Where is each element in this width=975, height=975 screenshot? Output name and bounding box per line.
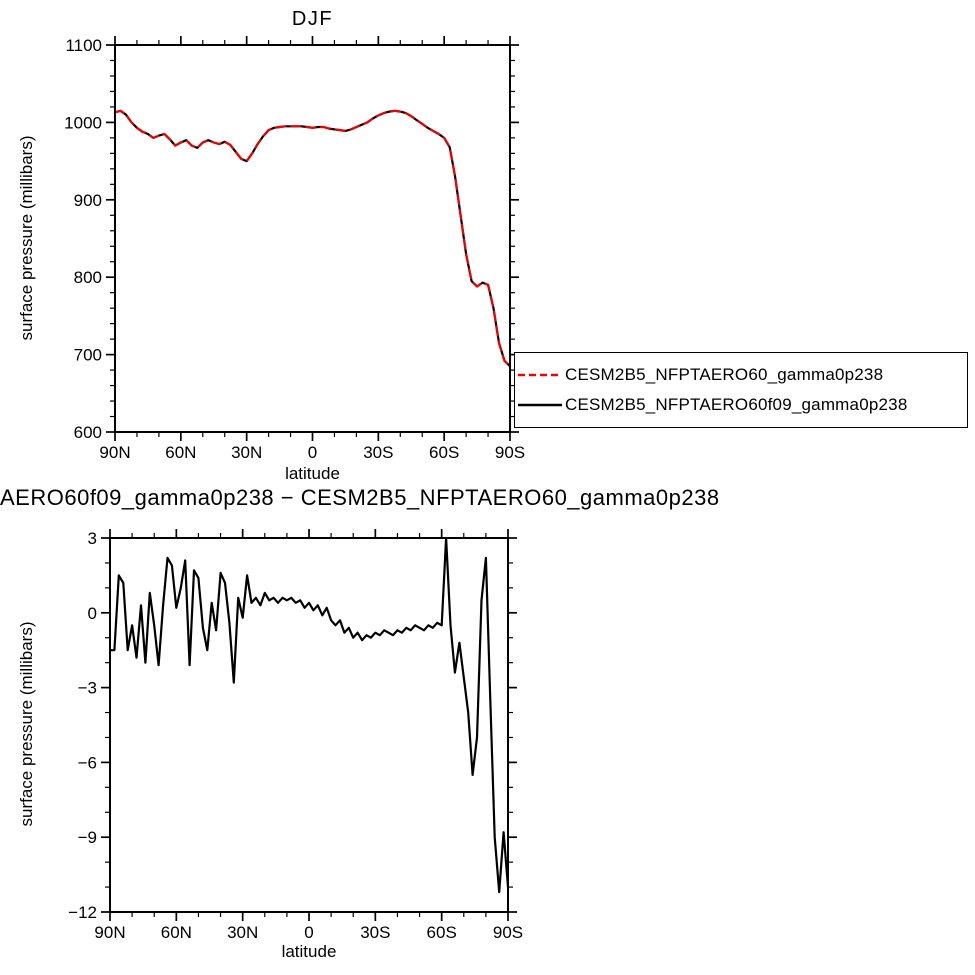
series-line-difference xyxy=(108,536,510,894)
plot-border xyxy=(114,44,511,433)
y-tick-label: 900 xyxy=(74,191,102,210)
x-tick-label: 60S xyxy=(429,443,459,462)
y-tick-label: 1100 xyxy=(65,36,102,55)
x-tick-label: 90S xyxy=(493,923,523,942)
y-tick-label: 0 xyxy=(88,604,97,623)
x-tick-label: 0 xyxy=(304,923,313,942)
difference-chart-x-axis-label: latitude xyxy=(281,942,337,961)
x-tick-label: 0 xyxy=(308,443,317,462)
top-chart-x-axis-label: latitude xyxy=(285,464,340,483)
legend-black-solid-line-sample xyxy=(518,403,562,407)
difference-chart-title: AERO60f09_gamma0p238 − CESM2B5_NFPTAERO6… xyxy=(0,485,720,510)
y-tick-label: 1000 xyxy=(64,113,102,132)
y-tick-label: −9 xyxy=(78,828,97,847)
top-chart-plot-area: 90N 60N 30N 0 30S 60S 90S 600 700 800 900 1000 1100 xyxy=(64,36,525,462)
legend-box: CESM2B5_NFPTAERO60_gamma0p238 CESM2B5_NF… xyxy=(514,352,968,428)
legend-label-black: CESM2B5_NFPTAERO60f09_gamma0p238 xyxy=(565,395,908,414)
legend-item-red: CESM2B5_NFPTAERO60_gamma0p238 xyxy=(517,365,965,385)
legend-item-black: CESM2B5_NFPTAERO60f09_gamma0p238 xyxy=(517,395,965,415)
plot-border xyxy=(109,537,509,913)
legend-label-red: CESM2B5_NFPTAERO60_gamma0p238 xyxy=(565,365,884,384)
series-line-CESM2B5_NFPTAERO60_gamma0p238 xyxy=(113,109,512,368)
series-line-CESM2B5_NFPTAERO60f09_gamma0p238 xyxy=(113,109,512,368)
x-tick-label: 30N xyxy=(231,443,262,462)
x-tick-label: 30N xyxy=(227,923,258,942)
y-tick-label: 800 xyxy=(74,268,102,287)
y-tick-label: 700 xyxy=(74,346,102,365)
y-tick-label: −6 xyxy=(78,753,97,772)
y-tick-label: −3 xyxy=(78,679,97,698)
legend-red-dashed-line-sample xyxy=(518,373,562,377)
top-chart-title: DJF xyxy=(291,8,334,30)
x-tick-label: 90N xyxy=(94,923,125,942)
difference-chart-plot-area: 90N 60N 30N 0 30S 60S 90S −12 −9 −6 −3 0 3 xyxy=(68,529,523,942)
x-tick-label: 30S xyxy=(360,923,390,942)
x-tick-label: 30S xyxy=(363,443,393,462)
y-tick-label: 600 xyxy=(74,423,102,442)
x-tick-label: 90S xyxy=(495,443,525,462)
x-tick-label: 60S xyxy=(427,923,457,942)
x-tick-label: 90N xyxy=(99,443,130,462)
y-tick-label: 3 xyxy=(88,529,97,548)
x-tick-label: 60N xyxy=(161,923,192,942)
y-tick-label: −12 xyxy=(68,903,97,922)
x-tick-label: 60N xyxy=(165,443,196,462)
